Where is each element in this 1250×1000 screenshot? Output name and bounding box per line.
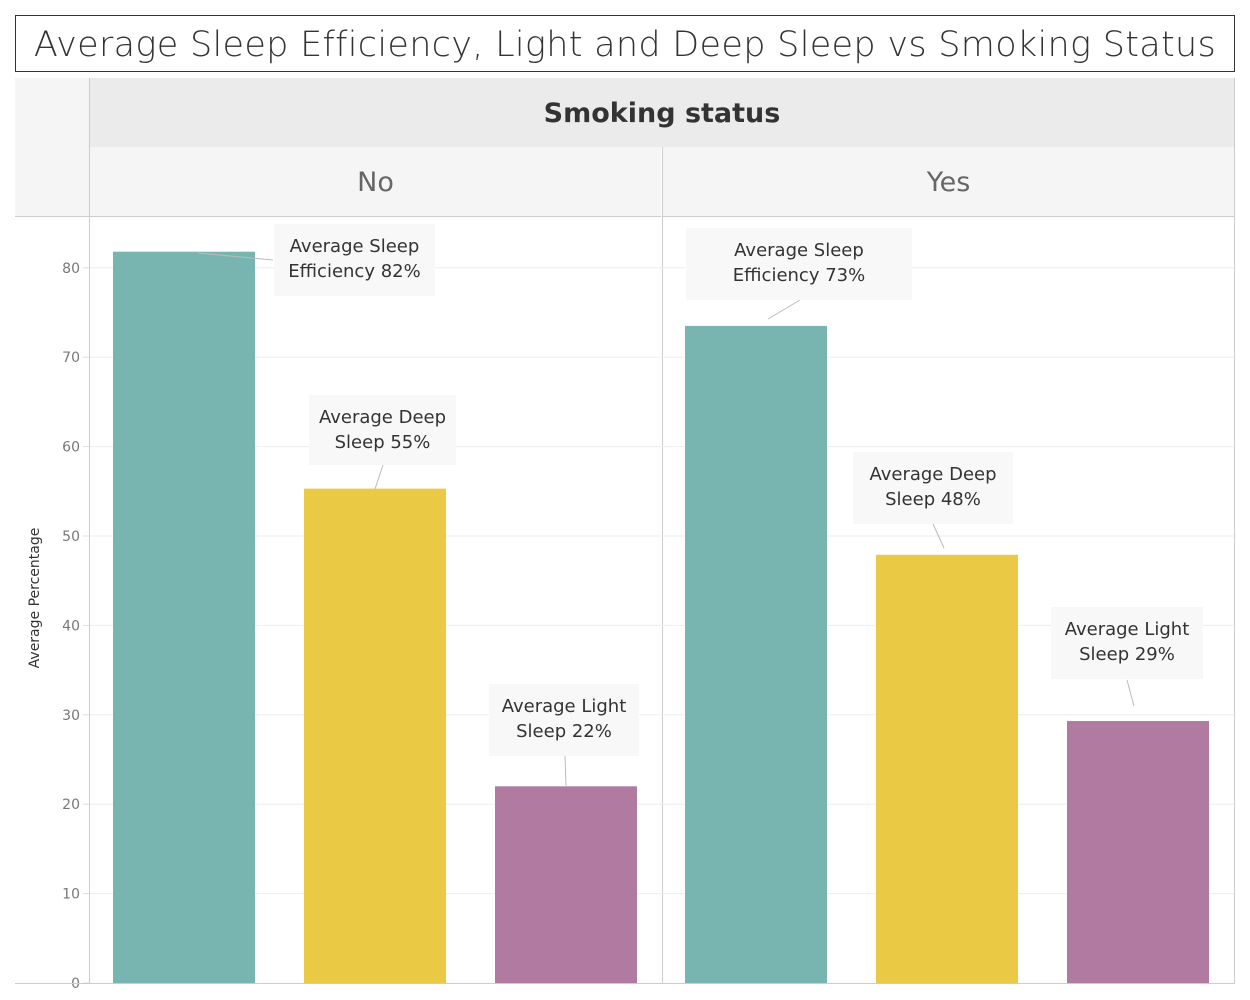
bar-no-1 xyxy=(304,488,446,983)
bar-yes-0 xyxy=(685,325,827,983)
right-border xyxy=(1234,78,1235,984)
label-leader-line xyxy=(932,523,945,549)
data-label: Average Deep Sleep 48% xyxy=(853,452,1013,524)
data-label: Average Light Sleep 29% xyxy=(1051,607,1203,679)
data-label: Average Light Sleep 22% xyxy=(489,684,639,756)
label-leader-line xyxy=(767,299,801,320)
data-label: Average Deep Sleep 55% xyxy=(309,395,456,465)
chart-title: Average Sleep Efficiency, Light and Deep… xyxy=(15,15,1235,72)
label-leader-line xyxy=(564,755,567,787)
y-tick-label: 30 xyxy=(62,708,80,724)
label-leader-line xyxy=(374,464,384,490)
label-leader-line xyxy=(1126,679,1135,707)
y-tick-label: 50 xyxy=(62,529,80,545)
bar-no-0 xyxy=(113,251,255,983)
bar-no-2 xyxy=(495,786,637,983)
y-axis-line xyxy=(89,78,90,984)
y-tick-label: 40 xyxy=(62,618,80,634)
y-tick-label: 60 xyxy=(62,440,80,456)
data-label: Average Sleep Efficiency 82% xyxy=(274,224,435,296)
y-tick-label: 80 xyxy=(62,261,80,277)
data-label: Average Sleep Efficiency 73% xyxy=(686,228,912,300)
y-tick-label: 70 xyxy=(62,350,80,366)
category-header-no: No xyxy=(90,147,661,217)
bar-yes-1 xyxy=(876,554,1018,983)
panel-divider xyxy=(662,147,663,984)
bar-yes-2 xyxy=(1067,721,1209,983)
y-tick-label: 10 xyxy=(62,887,80,903)
y-tick-label: 20 xyxy=(62,797,80,813)
category-header-yes: Yes xyxy=(663,147,1234,217)
label-leader-line xyxy=(197,252,274,261)
header-corner xyxy=(15,78,89,217)
column-header: Smoking status xyxy=(90,78,1234,147)
